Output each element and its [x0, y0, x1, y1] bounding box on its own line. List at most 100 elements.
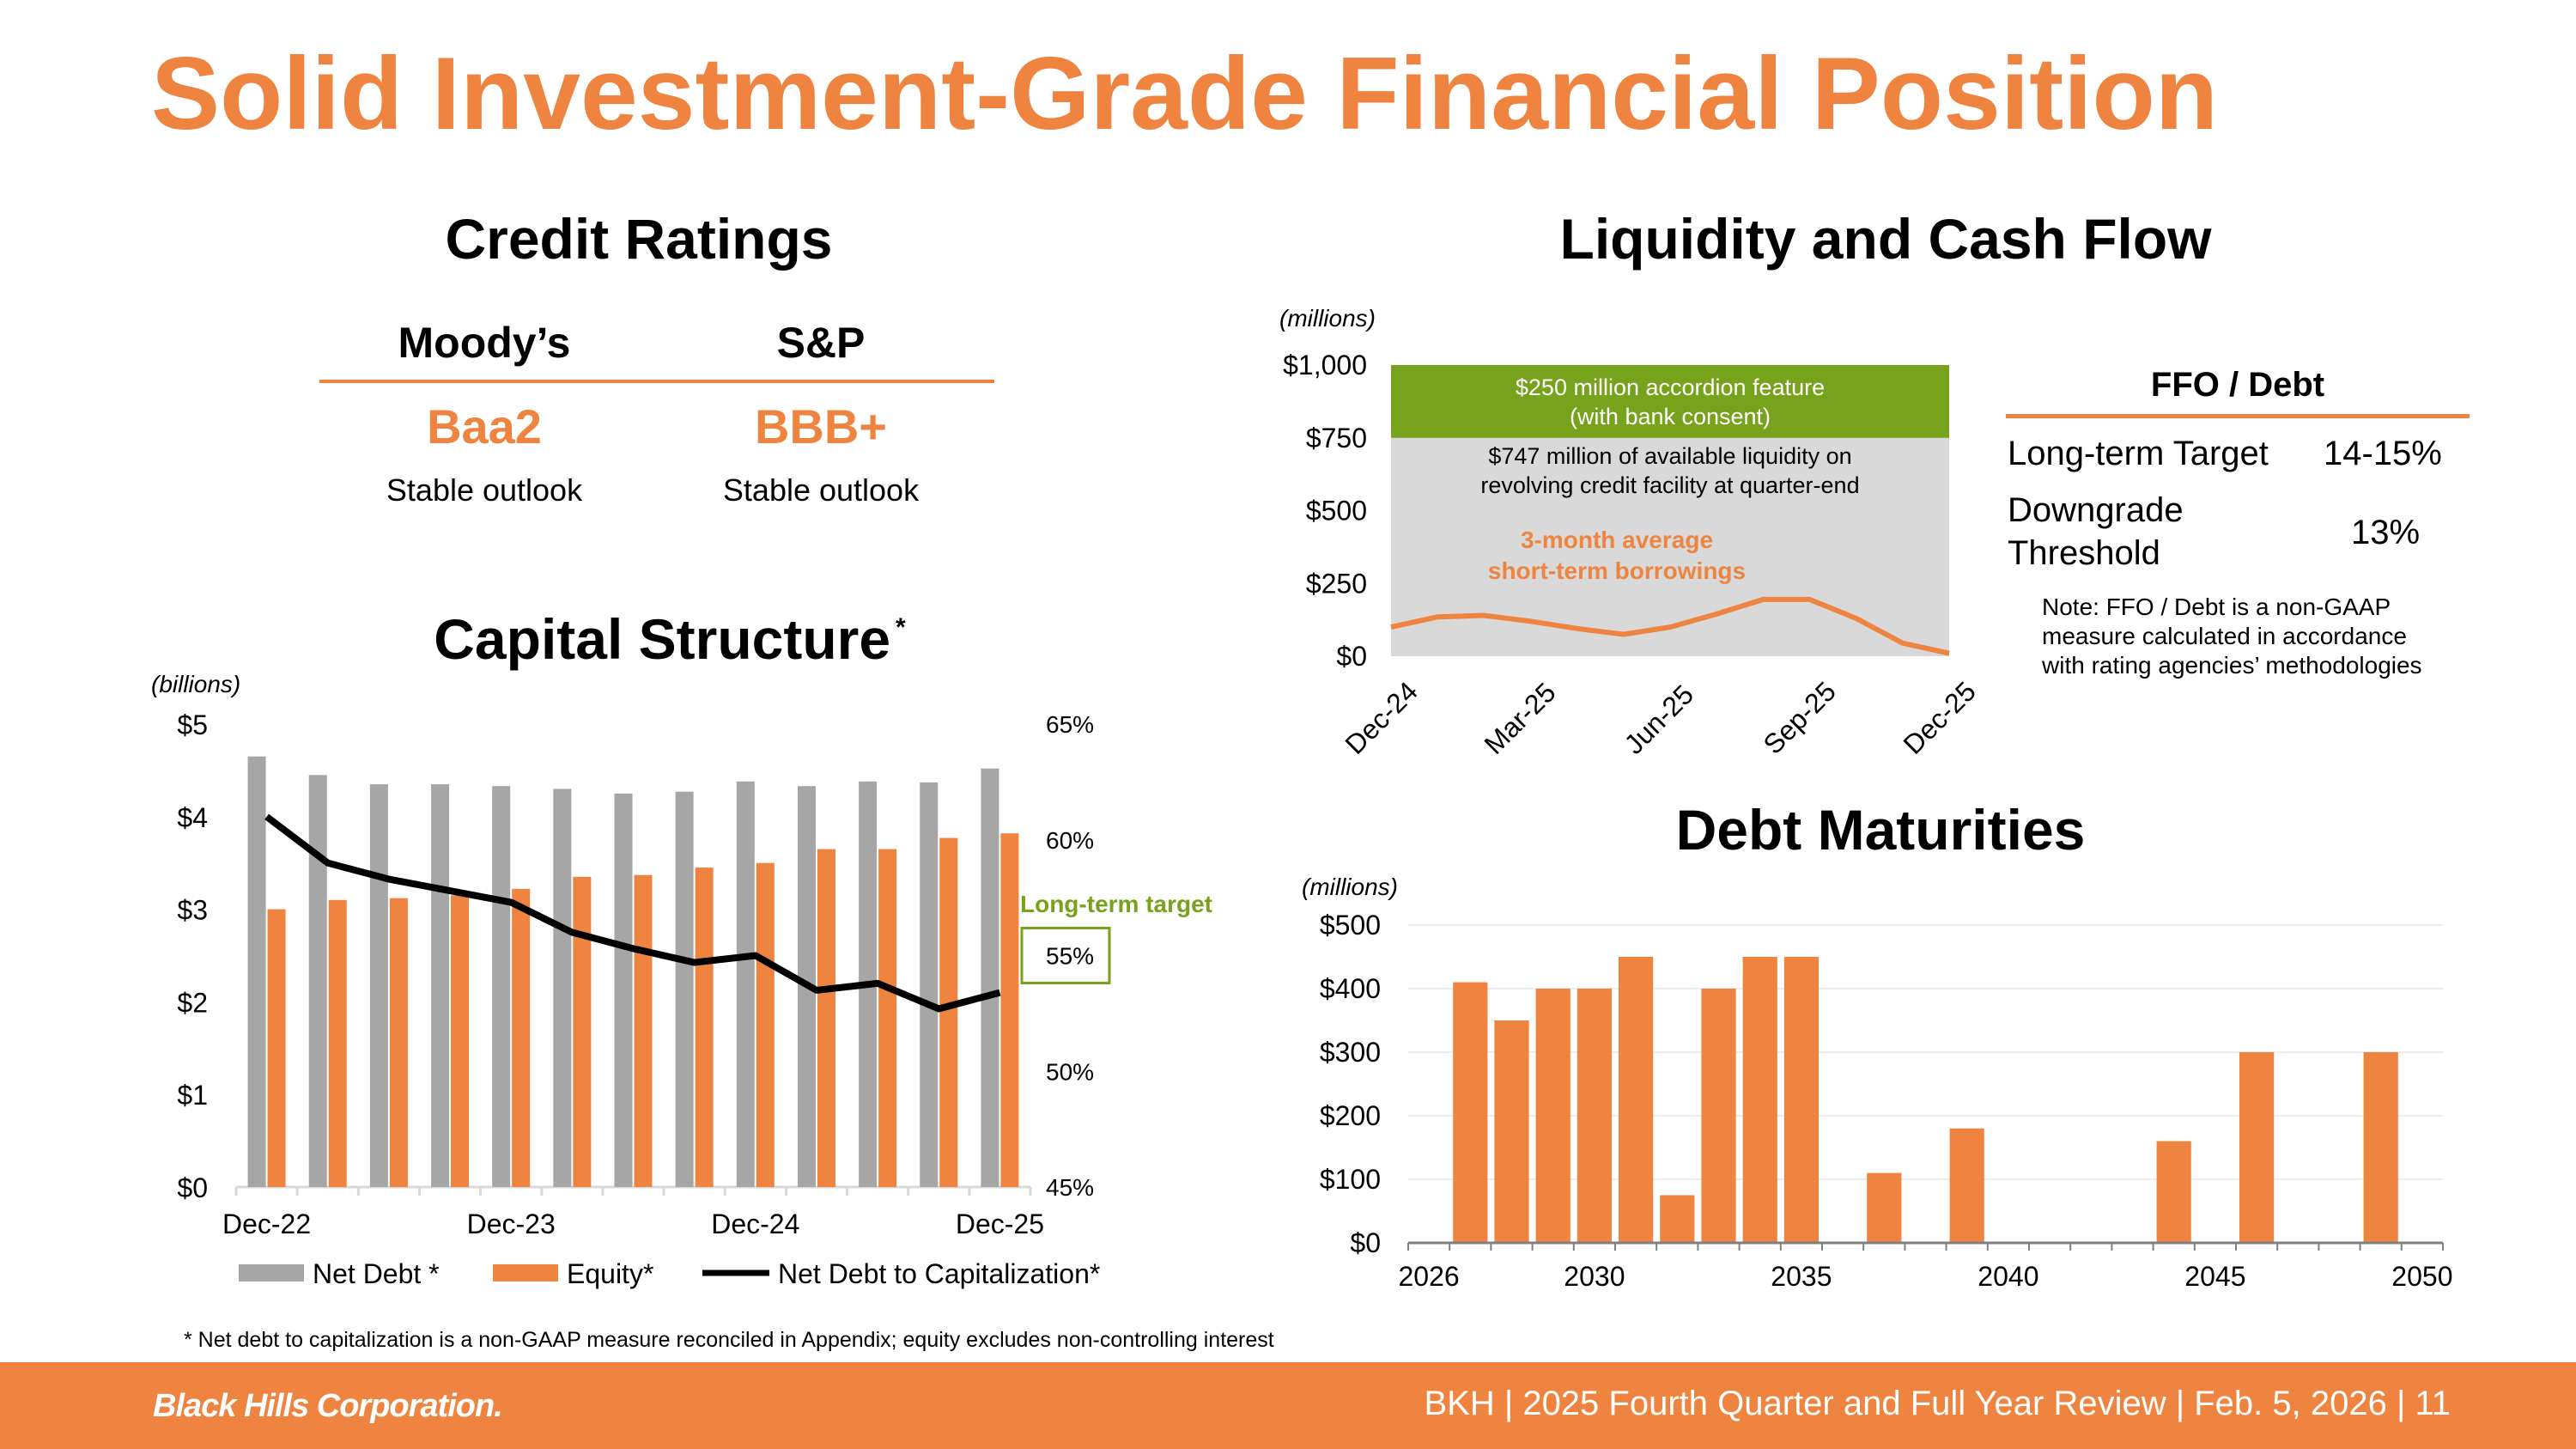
maturity-bar — [2363, 1052, 2398, 1243]
capital-left-tick: $1 — [177, 1080, 208, 1111]
maturity-bar — [1453, 982, 1488, 1243]
debt-maturities-chart: (millions) $0 $100 $200 $300 $400 $500 2026 2030… — [1302, 874, 2452, 1292]
debt-unit-label: (millions) — [1302, 874, 1398, 900]
maturity-bar — [1742, 957, 1777, 1243]
ffo-divider — [2006, 414, 2470, 418]
net-debt-bar — [981, 768, 999, 1187]
liquidity-x-label: Mar-25 — [1478, 677, 1561, 760]
debt-y-tick: $300 — [1320, 1037, 1381, 1068]
moodys-outlook: Stable outlook — [386, 472, 583, 508]
net-debt-bar — [431, 784, 450, 1187]
moodys-header: Moody’s — [398, 319, 571, 367]
short-term-borrowings-line — [1390, 596, 1950, 656]
debt-y-tick: $400 — [1320, 973, 1381, 1004]
equity-bar — [512, 888, 531, 1187]
debt-x-label: 2026 — [1399, 1261, 1460, 1292]
company-logo: Black Hills Corporation. — [153, 1388, 503, 1424]
net-debt-bar — [369, 784, 388, 1187]
net-debt-bar — [736, 781, 755, 1187]
avg-borrowings-label-1: 3-month average — [1521, 527, 1713, 553]
maturity-bar — [2156, 1141, 2191, 1243]
footer-text: BKH | 2025 Fourth Quarter and Full Year … — [1424, 1385, 2451, 1422]
legend-net-debt-label: Net Debt * — [313, 1258, 440, 1289]
capital-left-tick: $4 — [177, 802, 208, 833]
page-title: Solid Investment-Grade Financial Positio… — [151, 36, 2219, 151]
capital-x-label: Dec-22 — [222, 1209, 311, 1239]
capital-structure-chart: (billions) $0 $1 $2 $3 $4 $5 45% 50% 55% 60% 65% Dec… — [151, 671, 1212, 1289]
liquidity-heading: Liquidity and Cash Flow — [1559, 207, 2212, 271]
debt-y-tick: $0 — [1350, 1227, 1381, 1258]
net-debt-bar — [492, 786, 511, 1187]
capital-structure-asterisk: * — [896, 613, 906, 642]
debt-x-label: 2040 — [1978, 1261, 2038, 1292]
liquidity-chart: (millions) $0 $250 $500 $750 $1,000 $250 milli… — [1279, 305, 1982, 760]
capital-structure-heading-text: Capital Structure — [434, 607, 891, 671]
net-debt-bar — [920, 782, 939, 1187]
net-debt-bar — [247, 756, 266, 1187]
liquidity-x-label: Dec-24 — [1339, 676, 1423, 760]
accordion-band — [1391, 365, 1949, 438]
liquidity-y-tick: $500 — [1306, 496, 1367, 527]
debt-y-tick: $200 — [1320, 1100, 1381, 1131]
sp-header: S&P — [776, 319, 866, 367]
equity-bar — [939, 837, 958, 1187]
legend-net-debt-swatch — [239, 1264, 304, 1282]
net-debt-bar — [614, 793, 633, 1187]
capital-right-tick: 65% — [1046, 711, 1094, 738]
ffo-downgrade-label-2: Threshold — [2008, 534, 2160, 572]
liquidity-y-tick: $750 — [1306, 423, 1367, 454]
debt-maturities-heading: Debt Maturities — [1675, 798, 2086, 861]
sp-outlook: Stable outlook — [722, 472, 920, 508]
equity-bar — [451, 895, 470, 1187]
equity-bar — [267, 909, 286, 1187]
capital-left-tick: $5 — [177, 709, 208, 740]
debt-x-label: 2035 — [1771, 1261, 1832, 1292]
maturity-bar — [1535, 989, 1571, 1243]
ffo-target-label: Long-term Target — [2008, 435, 2269, 472]
liquidity-y-tick: $250 — [1306, 568, 1367, 599]
debt-x-label: 2050 — [2391, 1261, 2452, 1292]
ffo-note-1: Note: FFO / Debt is a non-GAAP — [2042, 594, 2391, 620]
net-debt-to-cap-line — [264, 813, 1001, 1013]
legend-ndc-label: Net Debt to Capitalization* — [778, 1258, 1100, 1289]
equity-bar — [634, 874, 653, 1187]
footer-bar — [0, 1362, 2576, 1449]
long-term-target-label: Long-term target — [1020, 891, 1212, 917]
ffo-target-value: 14-15% — [2324, 435, 2442, 472]
maturity-bar — [2239, 1052, 2275, 1243]
capital-x-label: Dec-24 — [711, 1209, 799, 1239]
capital-right-tick: 50% — [1046, 1058, 1094, 1085]
ratings-divider — [319, 380, 994, 383]
ffo-downgrade-value: 13% — [2351, 514, 2421, 551]
capital-unit-label: (billions) — [151, 671, 240, 697]
accordion-text-1: $250 million accordion feature — [1516, 374, 1825, 400]
capital-left-tick: $2 — [177, 987, 208, 1018]
equity-bar — [878, 849, 897, 1187]
maturity-bar — [1494, 1020, 1529, 1243]
equity-bar — [756, 862, 775, 1187]
maturity-bar — [1619, 957, 1654, 1243]
ffo-note-3: with rating agencies’ methodologies — [2042, 652, 2422, 679]
sp-rating: BBB+ — [754, 399, 888, 454]
debt-y-tick: $500 — [1320, 910, 1381, 941]
available-liquidity-text-2: revolving credit facility at quarter-end — [1480, 472, 1859, 498]
liquidity-x-label: Jun-25 — [1618, 679, 1699, 760]
ffo-downgrade-label-1: Downgrade — [2008, 491, 2184, 529]
liquidity-unit-label: (millions) — [1279, 305, 1376, 332]
liquidity-x-label: Sep-25 — [1757, 676, 1841, 760]
ffo-note-2: measure calculated in accordance — [2042, 623, 2407, 649]
net-debt-bar — [675, 791, 694, 1187]
ffo-debt-heading: FFO / Debt — [2150, 366, 2325, 404]
equity-bar — [817, 849, 835, 1187]
capital-right-tick: 45% — [1046, 1174, 1094, 1201]
maturity-bar — [1660, 1195, 1695, 1243]
moodys-rating: Baa2 — [427, 399, 542, 454]
debt-x-label: 2030 — [1564, 1261, 1625, 1292]
net-debt-bar — [308, 775, 327, 1187]
liquidity-x-label: Dec-25 — [1897, 676, 1981, 760]
accordion-text-2: (with bank consent) — [1570, 404, 1771, 429]
equity-bar — [1000, 833, 1019, 1187]
equity-bar — [389, 898, 408, 1187]
debt-x-label: 2045 — [2184, 1261, 2245, 1292]
